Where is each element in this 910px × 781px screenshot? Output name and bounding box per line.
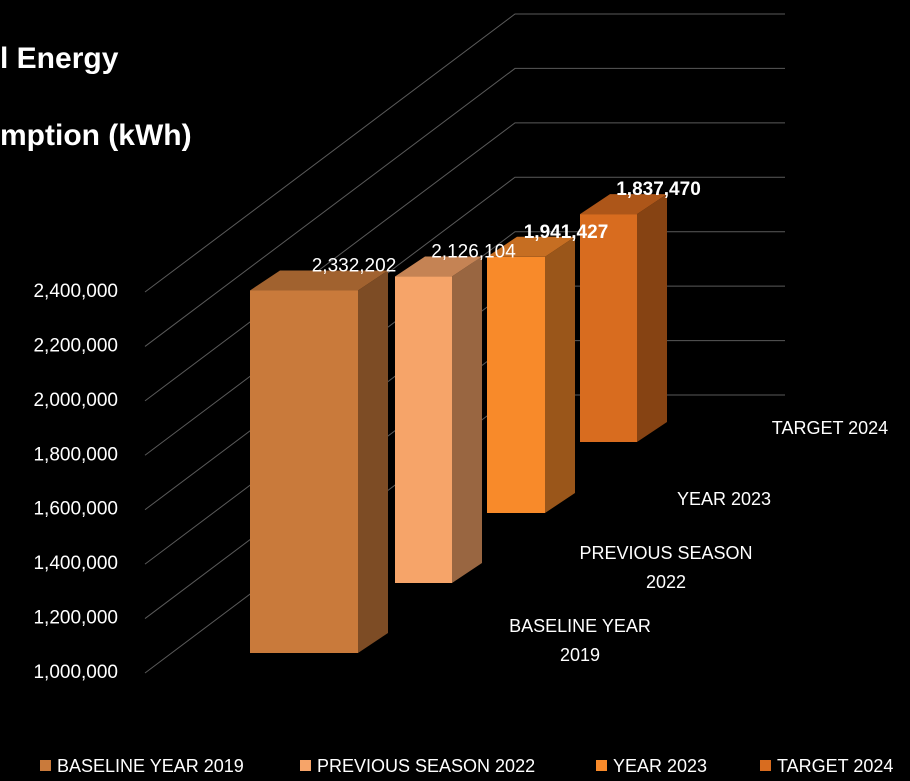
legend-swatch <box>596 760 607 771</box>
y-tick-label: 2,200,000 <box>33 335 118 356</box>
bar <box>250 270 388 653</box>
bar-top <box>487 236 575 257</box>
bar-front <box>487 256 545 513</box>
y-tick-label: 1,600,000 <box>33 499 118 520</box>
chart-title: l Energy <box>0 42 119 75</box>
bar-side <box>452 256 482 583</box>
category-label: BASELINE YEAR 2019 <box>509 616 651 665</box>
bar-side <box>637 194 667 442</box>
legend-swatch <box>40 760 51 771</box>
y-tick-label: 1,400,000 <box>33 553 118 574</box>
bar <box>487 236 575 513</box>
y-tick-label: 1,800,000 <box>33 444 118 465</box>
bar-side <box>545 236 575 513</box>
y-tick-label: 1,200,000 <box>33 608 118 629</box>
bar-top <box>250 270 388 291</box>
category-line: BASELINE YEAR <box>509 616 651 636</box>
legend-label: BASELINE YEAR 2019 <box>57 756 244 776</box>
y-tick-label: 2,000,000 <box>33 390 118 411</box>
value-label: 2,126,104 <box>431 242 516 263</box>
category-line: PREVIOUS SEASON <box>579 543 752 563</box>
y-tick-label: 2,400,000 <box>33 281 118 302</box>
bar-side <box>358 270 388 653</box>
legend-swatch <box>760 760 771 771</box>
grid-line <box>144 67 785 347</box>
bar <box>580 194 667 442</box>
legend-label: TARGET 2024 <box>777 756 893 776</box>
value-label: 1,941,427 <box>524 222 609 243</box>
grid-line <box>144 13 785 293</box>
bar-top <box>580 194 667 215</box>
bar-front <box>580 214 637 442</box>
category-line: 2022 <box>646 572 686 592</box>
legend-label: PREVIOUS SEASON 2022 <box>317 756 535 776</box>
bar-front <box>395 276 452 583</box>
chart-title: mption (kWh) <box>0 119 192 152</box>
value-label: 1,837,470 <box>616 179 701 200</box>
category-line: 2019 <box>560 645 600 665</box>
legend-label: YEAR 2023 <box>613 756 707 776</box>
bar-front <box>250 290 358 653</box>
bar <box>395 256 482 583</box>
category-label: PREVIOUS SEASON 2022 <box>579 543 752 592</box>
legend-swatch <box>300 760 311 771</box>
category-label: TARGET 2024 <box>772 418 888 438</box>
y-tick-label: 1,000,000 <box>33 662 118 683</box>
bar-top <box>395 256 482 277</box>
value-label: 2,332,202 <box>312 255 397 276</box>
category-label: YEAR 2023 <box>677 489 771 509</box>
